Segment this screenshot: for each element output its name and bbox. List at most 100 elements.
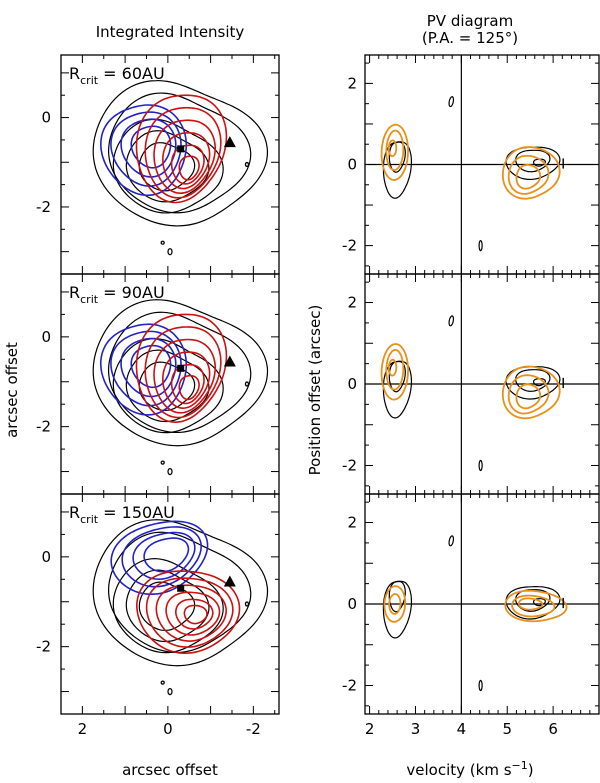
right-title-line1: PV diagram — [427, 12, 513, 30]
observed-contour — [382, 580, 413, 639]
model-contour — [507, 154, 550, 195]
y-tick-label: 0 — [41, 109, 51, 127]
y-tick-label: -2 — [342, 237, 357, 255]
model-blue-contour — [120, 337, 177, 398]
pv-panel-3: 2 0 -2 2 3 4 5 6 — [342, 493, 600, 738]
noise-contour — [244, 161, 250, 168]
intensity-panel-2: 0 -2 Rcrit = 90AU — [36, 273, 280, 495]
model-blue-contour — [130, 125, 172, 169]
triangle-marker — [223, 355, 236, 367]
left-xlabel: arcsec offset — [122, 761, 218, 779]
model-red-contour — [162, 131, 211, 190]
observed-contour — [388, 360, 406, 393]
model-red-contour — [135, 313, 228, 424]
integrated-intensity-panels: 0 -2 Rcrit = 60AU 0 -2 Rcrit = 90AU 0 -2 2 0 -2 Rcr… — [36, 54, 280, 738]
observed-contour — [92, 79, 269, 227]
observed-contour — [92, 299, 269, 447]
triangle-marker — [223, 136, 236, 148]
x-tick-label: 2 — [365, 720, 375, 738]
model-blue-contour — [100, 104, 188, 197]
model-red-contour — [144, 326, 222, 419]
y-tick-label: -2 — [342, 456, 357, 474]
y-tick-label: 0 — [41, 328, 51, 346]
x-tick-label: 6 — [548, 720, 558, 738]
model-blue-contour — [130, 344, 172, 389]
y-tick-label: 0 — [347, 595, 357, 613]
model-red-contour — [135, 570, 241, 655]
y-tick-label: 2 — [347, 514, 357, 532]
model-red-contour — [174, 598, 214, 630]
model-contour — [380, 343, 409, 401]
observed-contour — [112, 118, 224, 214]
observed-contour — [92, 519, 269, 667]
model-blue-contour — [143, 537, 190, 573]
model-contour — [501, 365, 561, 420]
x-tick-label: 4 — [457, 720, 467, 738]
noise-contour — [478, 679, 483, 692]
y-tick-label: 2 — [347, 294, 357, 312]
model-contour — [507, 374, 550, 415]
y-tick-label: 0 — [41, 548, 51, 566]
protostar-square-marker — [177, 584, 185, 592]
rcrit-label: Rcrit = 90AU — [69, 283, 165, 306]
model-contour — [385, 129, 405, 171]
model-red-contour — [178, 374, 200, 401]
model-contour — [385, 349, 405, 391]
rcrit-label: Rcrit = 60AU — [69, 64, 165, 87]
y-tick-label: -2 — [36, 418, 51, 436]
noise-contour — [448, 96, 455, 108]
model-contour — [504, 589, 568, 623]
noise-contour — [478, 239, 483, 252]
pv-diagram-panels: 2 0 -2 2 0 -2 2 0 -2 2 3 4 5 6 — [342, 54, 600, 738]
y-tick-label: -2 — [36, 638, 51, 656]
left-ylabel: arcsec offset — [3, 342, 21, 438]
noise-contour — [167, 468, 173, 476]
model-red-contour — [170, 144, 205, 185]
right-ylabel: Position offset (arcsec) — [306, 305, 324, 476]
model-contour — [383, 585, 407, 623]
model-contour — [387, 358, 398, 377]
model-contour — [388, 593, 402, 615]
noise-contour — [167, 248, 173, 256]
model-contour — [517, 597, 544, 611]
noise-contour — [448, 535, 455, 547]
model-red-contour — [162, 351, 211, 410]
observed-contour — [532, 378, 546, 387]
y-tick-label: 0 — [347, 375, 357, 393]
model-red-contour — [135, 94, 228, 204]
model-blue-contour — [132, 531, 196, 581]
model-blue-contour — [121, 526, 202, 588]
model-contour — [387, 139, 398, 158]
right-xlabel: velocity (km s−1) — [406, 759, 533, 779]
intensity-panel-3: 0 -2 2 0 -2 Rcrit = 150AU — [36, 493, 280, 738]
noise-contour — [160, 460, 165, 465]
model-blue-contour — [99, 323, 188, 416]
observed-contour — [112, 338, 224, 434]
y-tick-label: 2 — [347, 74, 357, 92]
model-contour — [515, 164, 542, 190]
observed-contour — [107, 311, 252, 434]
model-red-contour — [170, 363, 205, 405]
model-red-contour — [145, 577, 234, 648]
x-tick-label: 0 — [163, 720, 173, 738]
x-tick-label: 2 — [78, 720, 88, 738]
model-contour — [511, 594, 556, 618]
model-contour — [380, 123, 409, 181]
noise-contour — [160, 240, 165, 245]
model-red-contour — [165, 591, 221, 636]
pv-panel-1: 2 0 -2 — [342, 54, 600, 275]
noise-contour — [244, 381, 250, 387]
model-red-contour — [144, 106, 222, 199]
noise-contour — [160, 680, 165, 685]
noise-contour — [244, 601, 250, 607]
observed-contour — [388, 141, 406, 173]
observed-contour — [107, 531, 252, 654]
rcrit-label: Rcrit = 150AU — [69, 503, 175, 526]
model-red-contour — [155, 584, 228, 642]
x-tick-label: 3 — [411, 720, 421, 738]
model-red-contour — [183, 604, 208, 625]
triangle-marker — [223, 575, 236, 587]
model-red-contour — [178, 155, 200, 181]
y-tick-label: -2 — [36, 198, 51, 216]
